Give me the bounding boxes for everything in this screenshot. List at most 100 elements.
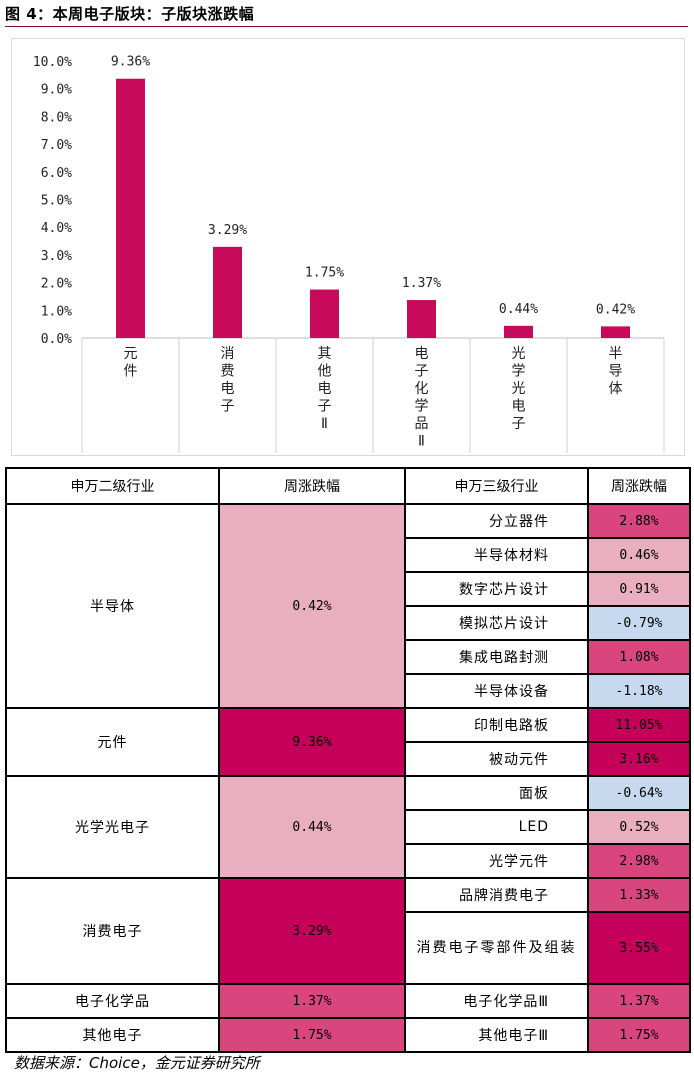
x-category-label: 学: [512, 364, 526, 380]
x-category-label: 费: [221, 364, 235, 380]
l2-change-cell: 0.44%: [218, 775, 406, 879]
l3-change-cell: 3.55%: [587, 911, 691, 985]
l3-industry-cell: 模拟芯片设计: [404, 605, 589, 641]
x-category-label: 子: [415, 364, 429, 380]
l3-change-cell: -0.64%: [587, 775, 691, 811]
table-row: 被动元件 3.16%: [6, 741, 691, 777]
y-tick-label: 5.0%: [41, 194, 72, 209]
l3-industry-cell: 其他电子Ⅲ: [404, 1017, 589, 1053]
l3-industry-cell: LED: [404, 809, 589, 845]
y-tick-label: 0.0%: [41, 332, 72, 347]
x-category-label: 子: [318, 399, 332, 415]
bar: [601, 326, 630, 338]
x-category-label: 学: [415, 399, 429, 415]
table-row: 消费电子零部件及组装 3.55%: [6, 911, 691, 985]
bar-data-label: 0.42%: [596, 302, 635, 317]
table-row: 数字芯片设计 0.91%: [6, 571, 691, 607]
figure-title: 图 4：本周电子版块：子版块涨跌幅: [5, 5, 255, 23]
l2-industry-cell: 元件: [5, 707, 220, 777]
table-row: 其他电子 1.75% 其他电子Ⅲ 1.75%: [5, 1017, 691, 1053]
l2-change-cell: 1.75%: [218, 1017, 406, 1053]
l3-change-cell: 0.52%: [587, 809, 691, 845]
bar-data-label: 1.37%: [402, 276, 441, 291]
data-source-note: 数据来源：Choice，金元证券研究所: [14, 1054, 260, 1072]
table-row: 光学元件 2.98%: [6, 843, 691, 879]
table-row: 光学光电子 0.44% 面板 -0.64%: [5, 775, 691, 879]
l3-change-cell: 2.88%: [587, 503, 691, 539]
l3-change-cell: 1.75%: [587, 1017, 691, 1053]
l3-change-cell: 0.46%: [587, 537, 691, 573]
header-l2-industry: 申万二级行业: [5, 467, 220, 505]
y-tick-label: 3.0%: [41, 249, 72, 264]
l3-industry-cell: 品牌消费电子: [404, 877, 589, 913]
bar-chart-frame: 0.0% 1.0% 2.0% 3.0% 4.0% 5.0% 6.0% 7.0% 8.0% 9.0%…: [11, 38, 685, 456]
l2-change-cell: 3.29%: [218, 877, 406, 985]
x-category-label: 电: [221, 381, 235, 397]
l2-change-cell: 9.36%: [218, 707, 406, 777]
x-category-label: 光: [512, 346, 526, 362]
l3-change-cell: 1.33%: [587, 877, 691, 913]
table-row: 电子化学品 1.37% 电子化学品Ⅲ 1.37%: [5, 983, 691, 1019]
header-l2-change: 周涨跌幅: [218, 467, 406, 505]
x-category-label: 体: [609, 381, 623, 397]
bar: [116, 78, 145, 338]
table-row: 元件 9.36% 印制电路板 11.05%: [5, 707, 691, 777]
table-row: 模拟芯片设计 -0.79%: [6, 605, 691, 641]
x-category-label: Ⅱ: [418, 434, 425, 450]
bar-chart: 0.0% 1.0% 2.0% 3.0% 4.0% 5.0% 6.0% 7.0% 8.0% 9.0%…: [33, 55, 665, 453]
x-category-label: Ⅱ: [321, 416, 328, 432]
x-category-label: 他: [318, 364, 332, 380]
l3-change-cell: -1.18%: [587, 673, 691, 709]
y-tick-label: 2.0%: [41, 277, 72, 292]
header-l3-change: 周涨跌幅: [587, 467, 691, 505]
bar-data-label: 3.29%: [208, 223, 247, 238]
l3-industry-cell: 集成电路封测: [404, 639, 589, 675]
bar-data-label: 9.36%: [111, 55, 150, 70]
l3-change-cell: 1.08%: [587, 639, 691, 675]
l3-industry-cell: 光学元件: [404, 843, 589, 879]
l3-change-cell: 3.16%: [587, 741, 691, 777]
y-tick-label: 1.0%: [41, 304, 72, 319]
l3-change-cell: 2.98%: [587, 843, 691, 879]
l3-industry-cell: 消费电子零部件及组装: [404, 911, 589, 985]
bar: [310, 289, 339, 338]
l3-industry-cell: 被动元件: [404, 741, 589, 777]
x-category-label: 子: [512, 416, 526, 432]
l3-change-cell: -0.79%: [587, 605, 691, 641]
x-category-label: 子: [221, 399, 235, 415]
x-category-label: 元: [124, 346, 138, 362]
x-category-label: 化: [415, 381, 429, 397]
bar: [504, 325, 533, 338]
x-category-label: 消: [221, 346, 235, 362]
table-body: 半导体 0.42% 分立器件 2.88% 半导体材料 0.46% 数字芯片设计 0.91% 模拟…: [5, 503, 691, 1053]
table-row: 消费电子 3.29% 品牌消费电子 1.33%: [5, 877, 691, 985]
table-row: 半导体 0.42% 分立器件 2.88%: [5, 503, 691, 709]
l2-industry-cell: 其他电子: [5, 1017, 220, 1053]
x-category-label: 光: [512, 381, 526, 397]
l2-change-cell: 1.37%: [218, 983, 406, 1019]
table-row: LED 0.52%: [6, 809, 691, 845]
l3-industry-cell: 电子化学品Ⅲ: [404, 983, 589, 1019]
bar: [407, 300, 436, 338]
l3-industry-cell: 数字芯片设计: [404, 571, 589, 607]
bar-data-label: 0.44%: [499, 302, 538, 317]
x-category-label: 品: [415, 416, 429, 432]
table-row: 半导体设备 -1.18%: [6, 673, 691, 709]
l2-industry-cell: 电子化学品: [5, 983, 220, 1019]
y-tick-label: 7.0%: [41, 138, 72, 153]
x-category-label: 电: [415, 346, 429, 362]
x-category-label: 导: [609, 364, 623, 380]
table-row: 半导体材料 0.46%: [6, 537, 691, 573]
table-header-row: 申万二级行业 周涨跌幅 申万三级行业 周涨跌幅: [5, 467, 691, 505]
y-tick-label: 10.0%: [33, 55, 72, 70]
l2-industry-cell: 光学光电子: [5, 775, 220, 879]
bar: [213, 246, 242, 338]
header-l3-industry: 申万三级行业: [404, 467, 589, 505]
l3-industry-cell: 半导体设备: [404, 673, 589, 709]
y-tick-label: 4.0%: [41, 221, 72, 236]
l3-change-cell: 11.05%: [587, 707, 691, 743]
l2-industry-cell: 半导体: [5, 503, 220, 709]
l3-industry-cell: 面板: [404, 775, 589, 811]
y-tick-label: 6.0%: [41, 166, 72, 181]
l3-change-cell: 1.37%: [587, 983, 691, 1019]
